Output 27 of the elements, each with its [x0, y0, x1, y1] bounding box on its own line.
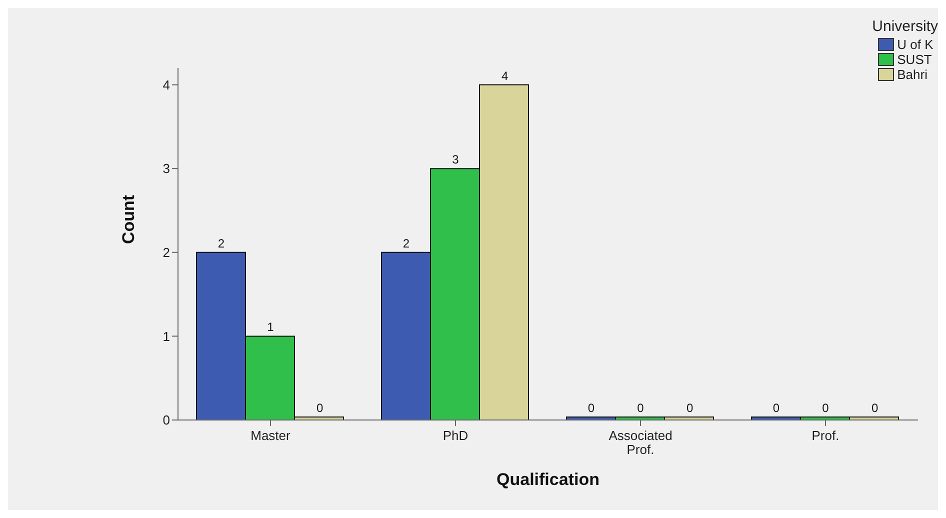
data-label: 3 [452, 152, 460, 167]
data-label: 0 [588, 401, 595, 415]
data-label: 2 [218, 236, 225, 250]
x-tick-label: Prof. [812, 428, 840, 443]
data-label: 2 [402, 236, 410, 250]
y-tick-label: 1 [162, 328, 170, 344]
x-tick-label: PhD [442, 428, 468, 443]
data-label: 0 [871, 401, 878, 415]
x-tick-label: Master [250, 428, 292, 443]
y-tick-label: 3 [162, 161, 170, 176]
data-label: 0 [822, 401, 830, 415]
legend-label: SUST [897, 52, 932, 67]
legend-label: Bahri [897, 67, 928, 82]
legend-label: U of K [897, 37, 934, 52]
y-tick-label: 2 [162, 244, 170, 260]
data-label: 0 [772, 401, 780, 415]
y-tick-label: 4 [162, 77, 170, 92]
data-label: 4 [501, 68, 508, 83]
y-tick-label: 0 [162, 412, 170, 428]
data-label: 1 [267, 320, 274, 334]
data-label: 0 [637, 401, 644, 415]
x-axis-title: Qualification [496, 470, 600, 489]
legend-title: University [872, 18, 938, 35]
x-tick-label: Associated Prof. [608, 428, 672, 457]
data-label: 0 [316, 401, 324, 415]
y-axis-title: Count [119, 194, 138, 244]
data-label: 0 [686, 401, 694, 415]
